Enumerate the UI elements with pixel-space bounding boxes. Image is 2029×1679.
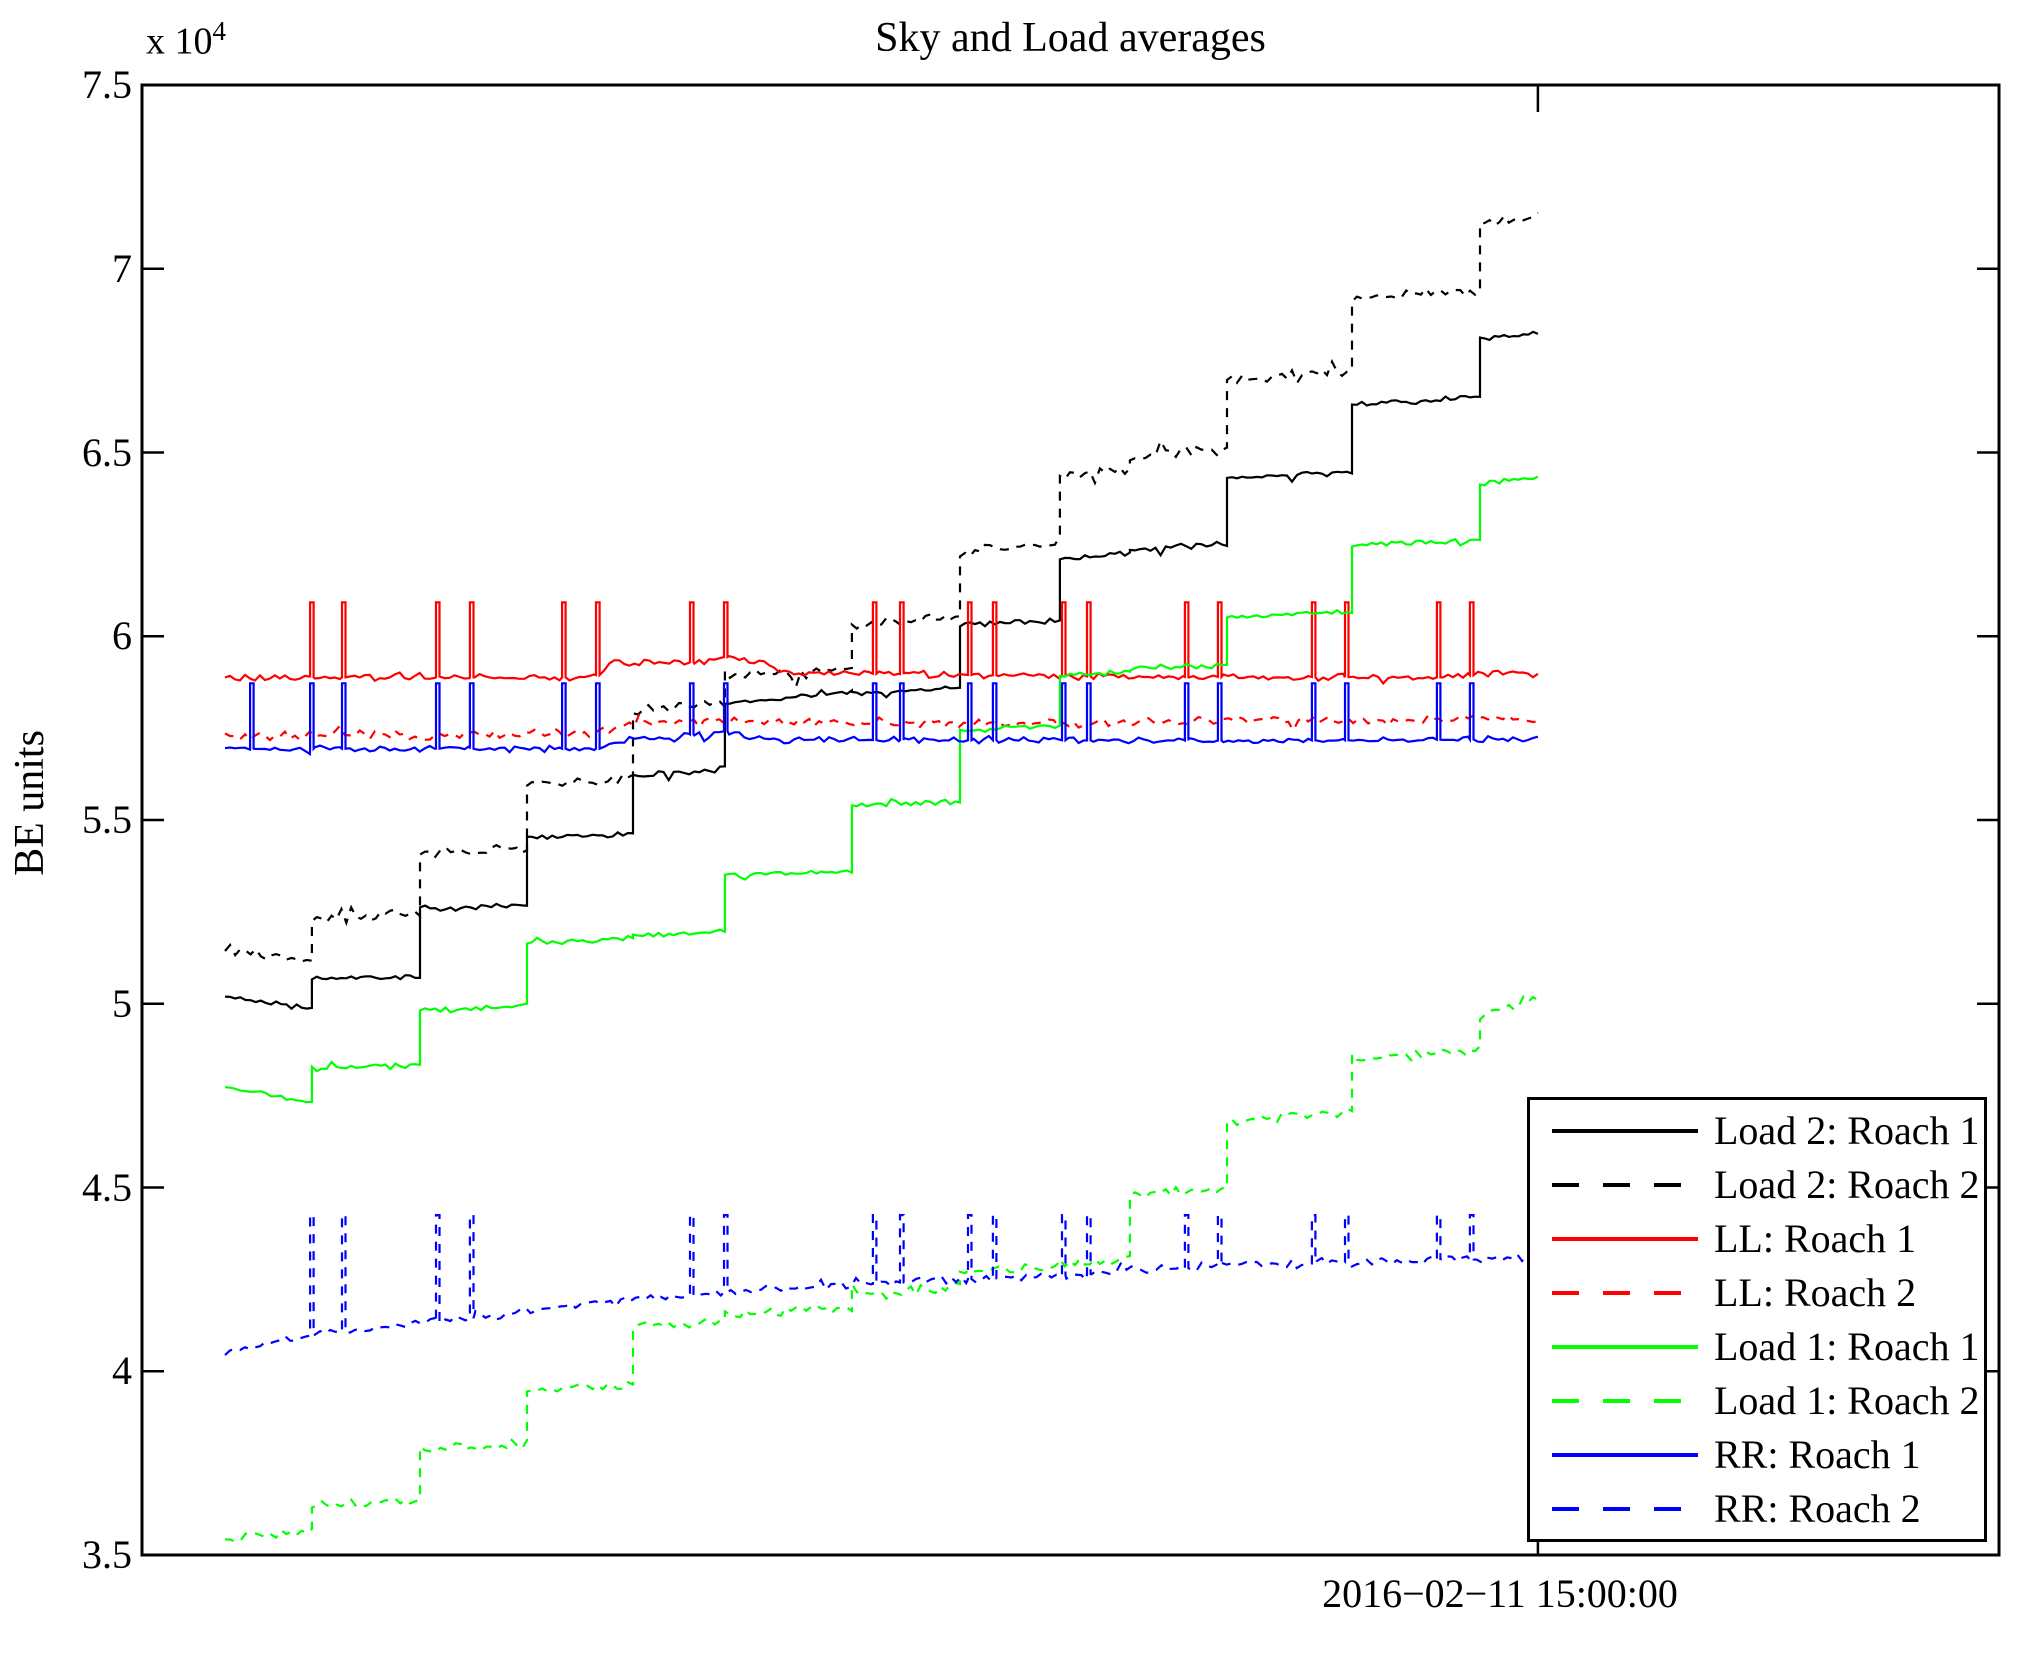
y-tick-label: 4.5	[82, 1164, 132, 1210]
legend-line-sample	[1552, 1344, 1698, 1349]
series-load-1-roach-2	[225, 994, 1539, 1543]
series-rr-roach-2	[224, 1214, 1533, 1356]
legend-label: RR: Roach 1	[1714, 1432, 1921, 1477]
y-tick-label: 6.5	[82, 429, 132, 475]
legend-line-sample	[1552, 1182, 1698, 1187]
y-tick-label: 5.5	[82, 797, 132, 842]
series-rr-roach-1	[224, 682, 1539, 756]
series-ll-roach-1	[224, 601, 1539, 686]
series-ll-roach-2	[224, 711, 1539, 742]
legend-row: Load 1: Roach 1	[1530, 1320, 1984, 1374]
series-load-2-roach-1	[224, 330, 1539, 1011]
legend-label: LL: Roach 2	[1714, 1270, 1917, 1315]
series-load-1-roach-1	[224, 475, 1539, 1104]
legend-row: LL: Roach 2	[1530, 1266, 1984, 1320]
y-tick-label: 3.5	[82, 1532, 132, 1577]
y-tick-label: 4	[112, 1348, 132, 1394]
chart-title: Sky and Load averages	[875, 15, 1266, 61]
legend-label: LL: Roach 1	[1714, 1216, 1917, 1261]
legend-row: Load 2: Roach 2	[1530, 1158, 1984, 1212]
legend-label: Load 2: Roach 1	[1714, 1108, 1980, 1153]
legend-row: Load 1: Roach 2	[1530, 1374, 1984, 1428]
series-load-2-roach-2	[224, 211, 1539, 963]
legend-label: Load 2: Roach 2	[1714, 1162, 1980, 1207]
legend-label: Load 1: Roach 1	[1714, 1324, 1980, 1369]
legend-label: RR: Roach 2	[1714, 1486, 1921, 1531]
y-scale-exponent: 4	[212, 16, 227, 46]
y-tick-label: 7	[112, 245, 132, 291]
legend-line-sample	[1552, 1506, 1698, 1511]
y-tick-label: 6	[112, 613, 132, 659]
legend-line-sample	[1552, 1290, 1698, 1295]
y-tick-label: 5	[112, 980, 132, 1026]
legend-line-sample	[1552, 1398, 1698, 1403]
y-tick-label: 7.5	[82, 62, 132, 107]
legend-row: RR: Roach 2	[1530, 1482, 1984, 1536]
legend: Load 2: Roach 1 Load 2: Roach 2 LL: Roach …	[1527, 1097, 1987, 1542]
legend-line-sample	[1552, 1236, 1698, 1241]
legend-row: LL: Roach 1	[1530, 1212, 1984, 1266]
legend-row: Load 2: Roach 1	[1530, 1104, 1984, 1158]
legend-row: RR: Roach 1	[1530, 1428, 1984, 1482]
legend-line-sample	[1552, 1452, 1698, 1457]
y-axis-scale-label: x 104	[146, 16, 226, 64]
y-scale-base: x 10	[146, 20, 213, 63]
legend-label: Load 1: Roach 2	[1714, 1378, 1980, 1423]
legend-line-sample	[1552, 1128, 1698, 1133]
x-tick-label: 2016−02−11 15:00:00	[1322, 1571, 1678, 1616]
